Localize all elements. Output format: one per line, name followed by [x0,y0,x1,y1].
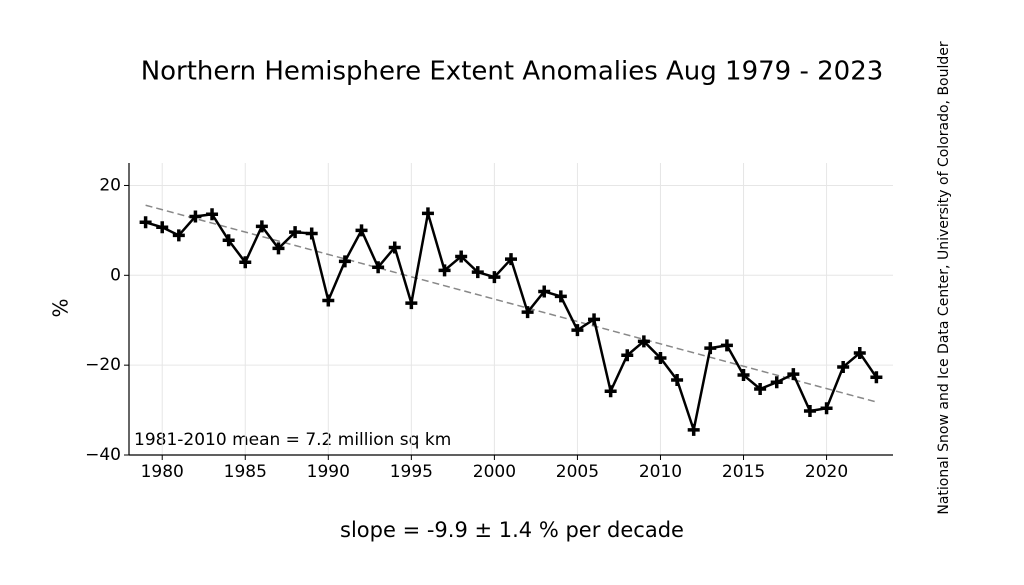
marker [704,342,717,355]
marker [571,324,584,337]
marker [671,373,684,386]
x-tick-label: 1995 [390,462,433,482]
marker [737,369,750,382]
y-tick-label: 0 [110,265,121,285]
marker [139,216,152,229]
x-tick-label: 2015 [722,462,765,482]
marker [222,234,235,247]
marker [255,220,268,233]
marker [488,271,501,284]
marker [787,368,800,381]
marker [189,210,202,223]
x-tick-label: 1985 [224,462,267,482]
x-tick-label: 2000 [473,462,516,482]
marker [505,253,517,266]
trend-line [145,204,877,403]
marker [405,297,418,310]
marker [355,224,368,237]
marker [654,351,667,364]
line [145,212,878,435]
marker [687,423,700,436]
x-tick-label: 1990 [307,462,350,482]
marker [621,349,634,362]
marker [421,207,434,220]
marker [388,241,401,254]
marker [305,227,318,240]
marker [870,371,883,384]
marker [438,264,451,277]
marker [837,360,850,373]
marker [289,226,302,239]
marker [156,221,169,234]
x-tick-label: 2010 [639,462,682,482]
marker [754,382,767,395]
marker [372,261,385,274]
slope-text: slope = -9.9 ± 1.4 % per decade [340,518,684,542]
y-tick-label: −20 [85,355,121,375]
marker [206,208,219,221]
marker [604,385,617,398]
marker [538,285,551,298]
marker [322,294,335,307]
marker [554,290,567,303]
y-tick-label: −40 [85,445,121,465]
annotation: 1981-2010 mean = 7.2 million sq km [134,430,451,450]
marker [455,250,468,263]
marker [820,402,833,415]
marker [172,229,185,242]
x-tick-label: 2020 [805,462,848,482]
marker [521,306,534,319]
x-tick-label: 1980 [141,462,184,482]
chart-title: Northern Hemisphere Extent Anomalies Aug… [141,57,884,87]
x-tick-label: 2005 [556,462,599,482]
y-axis-label: % [49,298,73,317]
marker [637,335,650,348]
marker [770,376,783,389]
marker [338,255,351,268]
marker [471,266,484,279]
marker [720,339,733,352]
marker [272,242,285,255]
marker [853,347,866,360]
marker [588,313,601,326]
marker [239,256,252,269]
marker [803,404,816,417]
y-tick-label: 20 [99,175,121,195]
source: National Snow and Ice Data Center, Unive… [936,41,952,515]
